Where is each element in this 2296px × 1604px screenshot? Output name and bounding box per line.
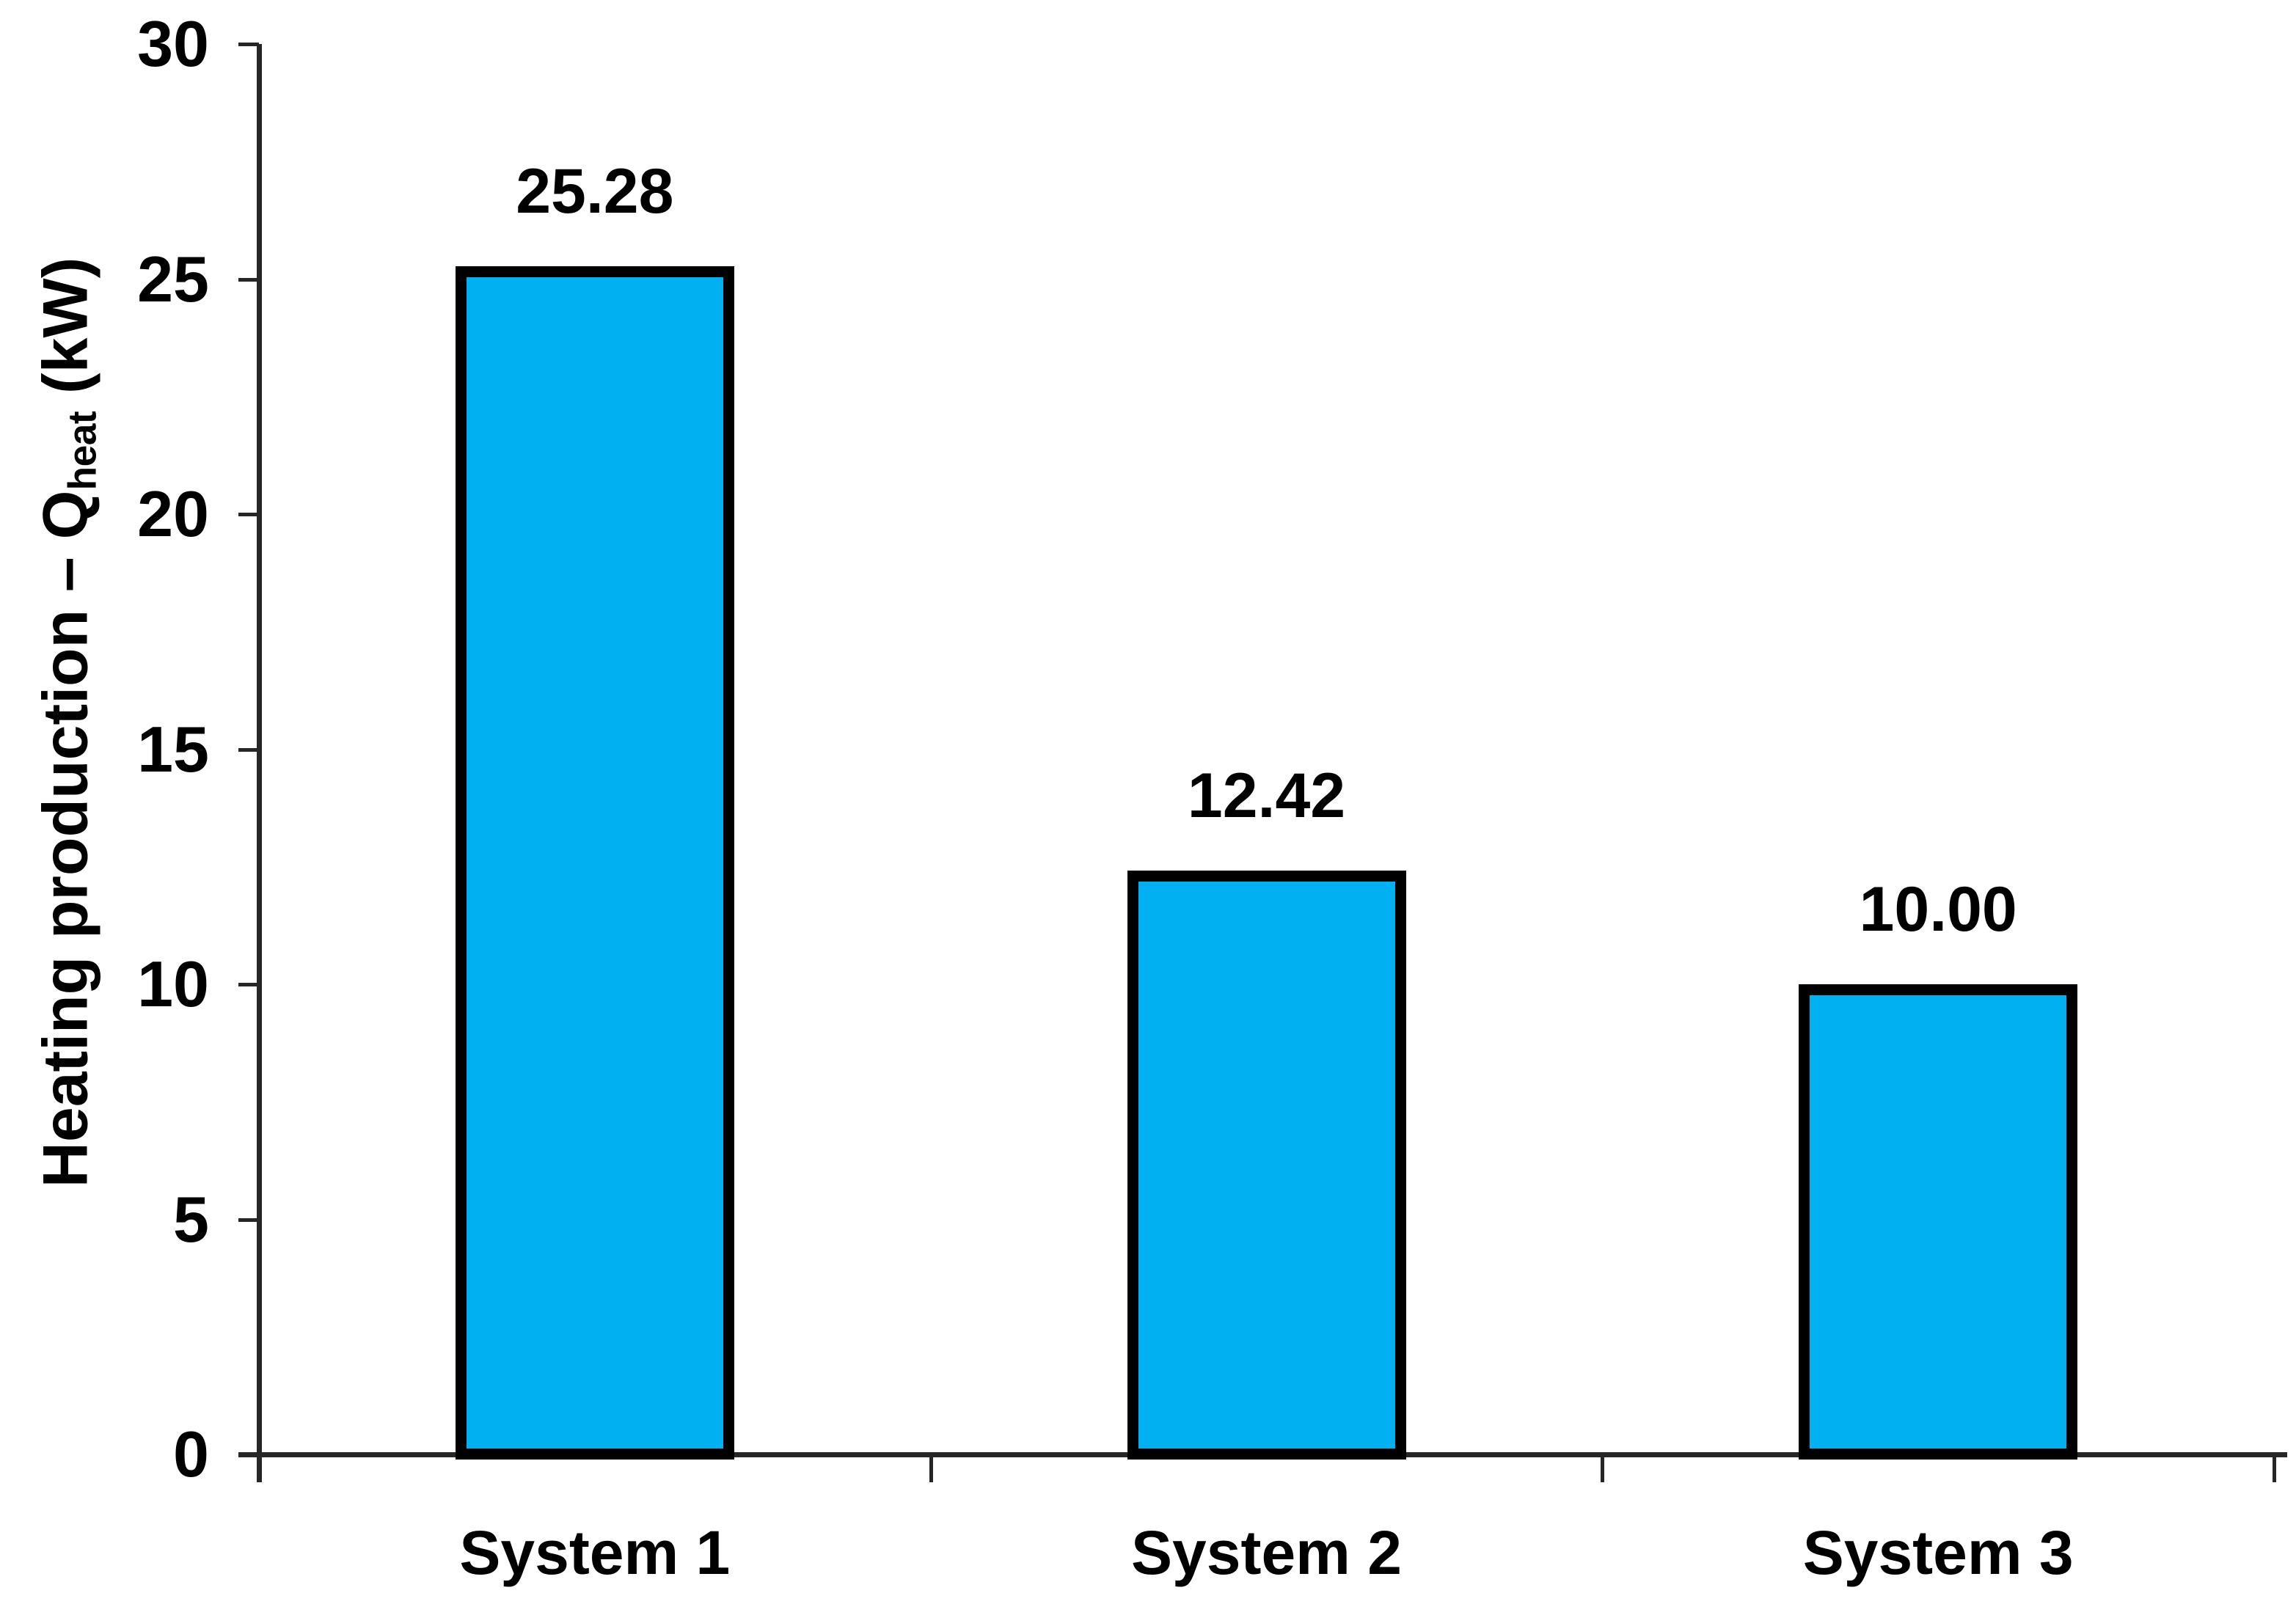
x-tick-mark: [2273, 1454, 2276, 1482]
bar: [1127, 870, 1406, 1460]
y-axis-line: [257, 44, 262, 1482]
y-tick-mark: [238, 1217, 259, 1222]
bar-value-label: 10.00: [1859, 874, 2017, 945]
y-tick-label: 25: [137, 242, 209, 315]
y-tick-label: 30: [137, 7, 209, 80]
bar-value-label: 25.28: [516, 155, 674, 227]
y-tick-mark: [238, 513, 259, 516]
bar: [1799, 984, 2078, 1460]
y-tick-label: 10: [137, 948, 209, 1020]
y-tick-mark: [238, 43, 259, 46]
x-category-label: System 1: [459, 1518, 731, 1587]
y-tick-label: 15: [137, 712, 209, 785]
y-axis-title-main: Heating production – Q: [30, 490, 101, 1188]
x-tick-mark: [929, 1454, 933, 1482]
x-category-label: System 2: [1131, 1518, 1402, 1587]
y-tick-label: 0: [173, 1418, 209, 1490]
y-tick-label: 5: [173, 1182, 209, 1256]
y-tick-mark: [238, 983, 259, 986]
bar-value-label: 12.42: [1187, 760, 1346, 831]
x-tick-mark: [257, 1454, 261, 1482]
x-category-label: System 3: [1802, 1518, 2074, 1587]
y-tick-label: 20: [137, 477, 209, 550]
y-tick-mark: [238, 277, 259, 282]
bar: [455, 265, 734, 1460]
x-tick-mark: [1601, 1454, 1605, 1482]
y-tick-mark: [238, 747, 259, 752]
y-tick-mark: [238, 1453, 259, 1457]
